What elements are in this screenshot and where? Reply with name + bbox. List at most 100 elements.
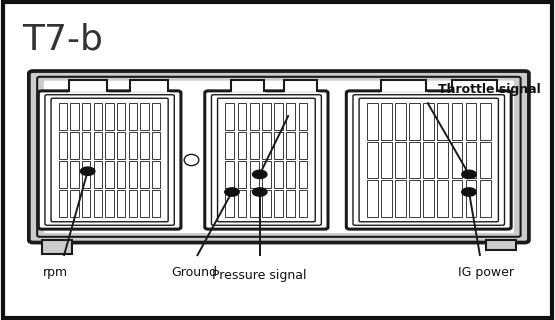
Bar: [225, 190, 234, 217]
FancyBboxPatch shape: [205, 91, 328, 229]
Bar: [466, 180, 477, 217]
Bar: [140, 103, 149, 130]
Bar: [69, 80, 107, 93]
Bar: [140, 132, 149, 159]
Bar: [274, 103, 283, 130]
Bar: [152, 103, 160, 130]
Bar: [423, 141, 434, 179]
Bar: [250, 161, 259, 188]
Bar: [129, 161, 137, 188]
Bar: [367, 141, 377, 179]
Circle shape: [253, 188, 267, 196]
Bar: [238, 103, 246, 130]
Bar: [423, 180, 434, 217]
Bar: [94, 161, 102, 188]
Bar: [70, 161, 79, 188]
Bar: [250, 132, 259, 159]
Bar: [381, 80, 426, 93]
Bar: [452, 141, 462, 179]
Bar: [129, 132, 137, 159]
Bar: [238, 190, 246, 217]
Bar: [367, 180, 377, 217]
Bar: [274, 132, 283, 159]
Bar: [225, 132, 234, 159]
Bar: [299, 103, 307, 130]
Bar: [395, 103, 406, 140]
Bar: [437, 180, 448, 217]
Bar: [452, 180, 462, 217]
FancyBboxPatch shape: [211, 95, 321, 225]
Bar: [274, 190, 283, 217]
Bar: [94, 190, 102, 217]
Bar: [105, 132, 114, 159]
Bar: [262, 103, 271, 130]
Bar: [262, 190, 271, 217]
Bar: [129, 190, 137, 217]
Bar: [486, 240, 516, 250]
Bar: [466, 141, 477, 179]
FancyBboxPatch shape: [346, 91, 511, 229]
Bar: [238, 161, 246, 188]
Bar: [437, 103, 448, 140]
Circle shape: [462, 188, 476, 196]
Bar: [381, 141, 392, 179]
Bar: [117, 190, 125, 217]
Text: Ground: Ground: [171, 266, 217, 279]
Bar: [130, 80, 168, 93]
Bar: [274, 161, 283, 188]
Bar: [250, 103, 259, 130]
Bar: [262, 161, 271, 188]
Bar: [105, 161, 114, 188]
Bar: [152, 161, 160, 188]
Bar: [299, 161, 307, 188]
Bar: [395, 141, 406, 179]
Ellipse shape: [184, 154, 199, 166]
Bar: [59, 103, 67, 130]
FancyBboxPatch shape: [218, 98, 315, 222]
Bar: [152, 190, 160, 217]
Bar: [480, 103, 491, 140]
Bar: [59, 190, 67, 217]
Bar: [286, 103, 295, 130]
Text: T7-b: T7-b: [22, 22, 103, 56]
FancyBboxPatch shape: [38, 91, 181, 229]
Bar: [59, 161, 67, 188]
Bar: [299, 190, 307, 217]
Bar: [117, 132, 125, 159]
FancyBboxPatch shape: [353, 95, 504, 225]
Bar: [480, 141, 491, 179]
Bar: [70, 132, 79, 159]
Bar: [225, 103, 234, 130]
Bar: [409, 180, 420, 217]
Bar: [140, 190, 149, 217]
Bar: [59, 132, 67, 159]
Bar: [367, 103, 377, 140]
Bar: [82, 190, 90, 217]
Bar: [437, 141, 448, 179]
Circle shape: [225, 188, 239, 196]
Bar: [105, 103, 114, 130]
Bar: [381, 103, 392, 140]
Bar: [452, 80, 497, 93]
Bar: [409, 103, 420, 140]
Circle shape: [253, 170, 267, 179]
FancyBboxPatch shape: [45, 95, 174, 225]
Bar: [480, 180, 491, 217]
FancyBboxPatch shape: [359, 98, 498, 222]
Bar: [117, 161, 125, 188]
Bar: [250, 190, 259, 217]
Bar: [409, 141, 420, 179]
Bar: [286, 132, 295, 159]
Bar: [286, 190, 295, 217]
Circle shape: [462, 170, 476, 179]
Bar: [381, 180, 392, 217]
Bar: [262, 132, 271, 159]
FancyBboxPatch shape: [44, 81, 514, 233]
FancyBboxPatch shape: [29, 71, 529, 243]
Bar: [70, 190, 79, 217]
Bar: [225, 161, 234, 188]
Bar: [94, 132, 102, 159]
Bar: [286, 161, 295, 188]
Bar: [284, 80, 316, 93]
Text: rpm: rpm: [43, 266, 68, 279]
